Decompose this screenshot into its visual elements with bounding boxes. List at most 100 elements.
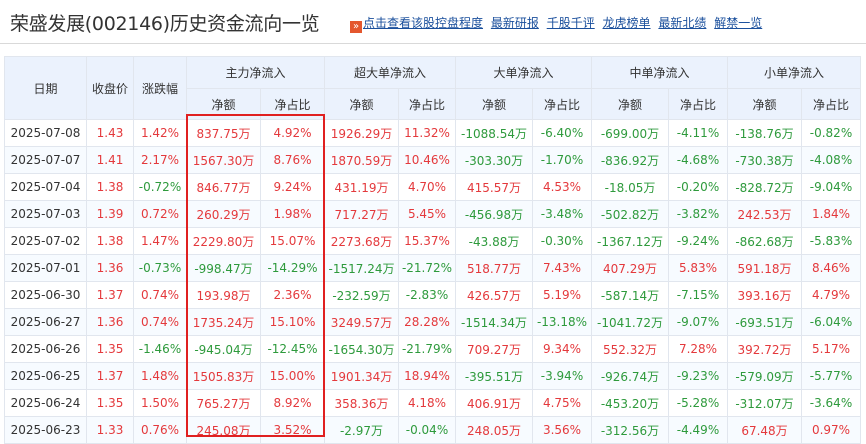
subheader-net-ratio: 净占比 [532, 88, 592, 120]
main-net-ratio-cell: 3.52% [260, 416, 325, 444]
super-large-net-amount-cell: -2.97万 [324, 416, 399, 444]
link-control-degree[interactable]: 点击查看该股控盘程度 [363, 16, 484, 30]
small-net-amount-cell: -693.51万 [727, 308, 802, 336]
change-cell: 0.72% [133, 200, 187, 228]
change-cell: -1.46% [133, 335, 187, 363]
date-cell: 2025-07-03 [4, 200, 87, 228]
change-cell: 1.50% [133, 389, 187, 417]
medium-net-amount-cell: -699.00万 [591, 119, 669, 147]
large-net-ratio-cell: 9.34% [532, 335, 592, 363]
medium-net-ratio-cell: -9.07% [668, 308, 728, 336]
subheader-net-ratio: 净占比 [398, 88, 456, 120]
main-net-amount-cell: 260.29万 [186, 200, 261, 228]
small-net-amount-cell: -730.38万 [727, 146, 802, 174]
table-row: 2025-07-02 1.38 1.47% 2229.80万 15.07% 2273.68… [4, 227, 861, 255]
super-large-net-ratio-cell: -2.83% [398, 281, 456, 309]
medium-net-amount-cell: -502.82万 [591, 200, 669, 228]
subheader-net-amount: 净额 [186, 88, 261, 120]
date-cell: 2025-06-24 [4, 389, 87, 417]
close-price-cell: 1.38 [86, 227, 134, 255]
date-cell: 2025-07-02 [4, 227, 87, 255]
date-cell: 2025-07-08 [4, 119, 87, 147]
large-net-ratio-cell: 4.53% [532, 173, 592, 201]
super-large-net-ratio-cell: 10.46% [398, 146, 456, 174]
medium-net-ratio-cell: 5.83% [668, 254, 728, 282]
large-net-amount-cell: 426.57万 [455, 281, 533, 309]
large-net-amount-cell: 406.91万 [455, 389, 533, 417]
super-large-net-amount-cell: 717.27万 [324, 200, 399, 228]
large-net-ratio-cell: 4.75% [532, 389, 592, 417]
table-row: 2025-07-03 1.39 0.72% 260.29万 1.98% 717.27万 5.… [4, 200, 861, 228]
medium-net-ratio-cell: -4.68% [668, 146, 728, 174]
change-cell: 2.17% [133, 146, 187, 174]
large-net-amount-cell: 709.27万 [455, 335, 533, 363]
super-large-net-ratio-cell: 4.18% [398, 389, 456, 417]
small-net-amount-cell: -828.72万 [727, 173, 802, 201]
link-latest-north[interactable]: 最新北绩 [658, 16, 707, 30]
large-net-amount-cell: 518.77万 [455, 254, 533, 282]
small-net-amount-cell: 242.53万 [727, 200, 802, 228]
link-lockup-expiry[interactable]: 解禁一览 [714, 16, 763, 30]
main-net-ratio-cell: 15.07% [260, 227, 325, 255]
close-price-cell: 1.41 [86, 146, 134, 174]
change-cell: 0.76% [133, 416, 187, 444]
header-small-inflow: 小单净流入 [727, 56, 861, 89]
header-large-inflow: 大单净流入 [455, 56, 592, 89]
change-cell: 1.48% [133, 362, 187, 390]
medium-net-amount-cell: -1041.72万 [591, 308, 669, 336]
large-net-ratio-cell: -1.70% [532, 146, 592, 174]
header-change: 涨跌幅 [133, 56, 187, 120]
medium-net-amount-cell: 407.29万 [591, 254, 669, 282]
main-net-ratio-cell: 8.92% [260, 389, 325, 417]
date-cell: 2025-07-07 [4, 146, 87, 174]
main-net-ratio-cell: -12.45% [260, 335, 325, 363]
table-row: 2025-06-25 1.37 1.48% 1505.83万 15.00% 1901.34… [4, 362, 861, 390]
small-net-amount-cell: 392.72万 [727, 335, 802, 363]
small-net-ratio-cell: -4.08% [801, 146, 861, 174]
close-price-cell: 1.35 [86, 335, 134, 363]
link-dragon-tiger-list[interactable]: 龙虎榜单 [602, 16, 651, 30]
medium-net-amount-cell: -836.92万 [591, 146, 669, 174]
main-net-ratio-cell: 15.10% [260, 308, 325, 336]
date-cell: 2025-06-25 [4, 362, 87, 390]
link-latest-research[interactable]: 最新研报 [490, 16, 539, 30]
close-price-cell: 1.37 [86, 281, 134, 309]
main-net-ratio-cell: 4.92% [260, 119, 325, 147]
super-large-net-ratio-cell: 11.32% [398, 119, 456, 147]
link-stock-reviews[interactable]: 千股千评 [546, 16, 595, 30]
quick-links: » 点击查看该股控盘程度 最新研报 千股千评 龙虎榜单 最新北绩 解禁一览 [350, 14, 766, 33]
main-net-ratio-cell: -14.29% [260, 254, 325, 282]
table-row: 2025-06-27 1.36 0.74% 1735.24万 15.10% 3249.57… [4, 308, 861, 336]
page-header: 荣盛发展(002146)历史资金流向一览 » 点击查看该股控盘程度 最新研报 千股… [0, 0, 866, 44]
super-large-net-amount-cell: 3249.57万 [324, 308, 399, 336]
small-net-ratio-cell: 1.84% [801, 200, 861, 228]
main-net-amount-cell: 1735.24万 [186, 308, 261, 336]
date-cell: 2025-06-23 [4, 416, 87, 444]
large-net-amount-cell: -303.30万 [455, 146, 533, 174]
large-net-ratio-cell: -13.18% [532, 308, 592, 336]
main-net-amount-cell: 765.27万 [186, 389, 261, 417]
small-net-ratio-cell: 8.46% [801, 254, 861, 282]
main-net-amount-cell: 1567.30万 [186, 146, 261, 174]
large-net-ratio-cell: 5.19% [532, 281, 592, 309]
large-net-amount-cell: 248.05万 [455, 416, 533, 444]
super-large-net-amount-cell: 358.36万 [324, 389, 399, 417]
header-super-large-inflow: 超大单净流入 [324, 56, 456, 89]
super-large-net-ratio-cell: 18.94% [398, 362, 456, 390]
super-large-net-ratio-cell: -21.79% [398, 335, 456, 363]
main-net-amount-cell: 193.98万 [186, 281, 261, 309]
small-net-ratio-cell: -3.64% [801, 389, 861, 417]
small-net-amount-cell: -862.68万 [727, 227, 802, 255]
medium-net-ratio-cell: -9.24% [668, 227, 728, 255]
large-net-ratio-cell: -6.40% [532, 119, 592, 147]
super-large-net-ratio-cell: 28.28% [398, 308, 456, 336]
large-net-amount-cell: -456.98万 [455, 200, 533, 228]
small-net-ratio-cell: -6.04% [801, 308, 861, 336]
super-large-net-amount-cell: 1901.34万 [324, 362, 399, 390]
super-large-net-amount-cell: 2273.68万 [324, 227, 399, 255]
small-net-amount-cell: -138.76万 [727, 119, 802, 147]
large-net-ratio-cell: -3.94% [532, 362, 592, 390]
super-large-net-ratio-cell: 5.45% [398, 200, 456, 228]
subheader-net-amount: 净额 [591, 88, 669, 120]
main-net-ratio-cell: 1.98% [260, 200, 325, 228]
